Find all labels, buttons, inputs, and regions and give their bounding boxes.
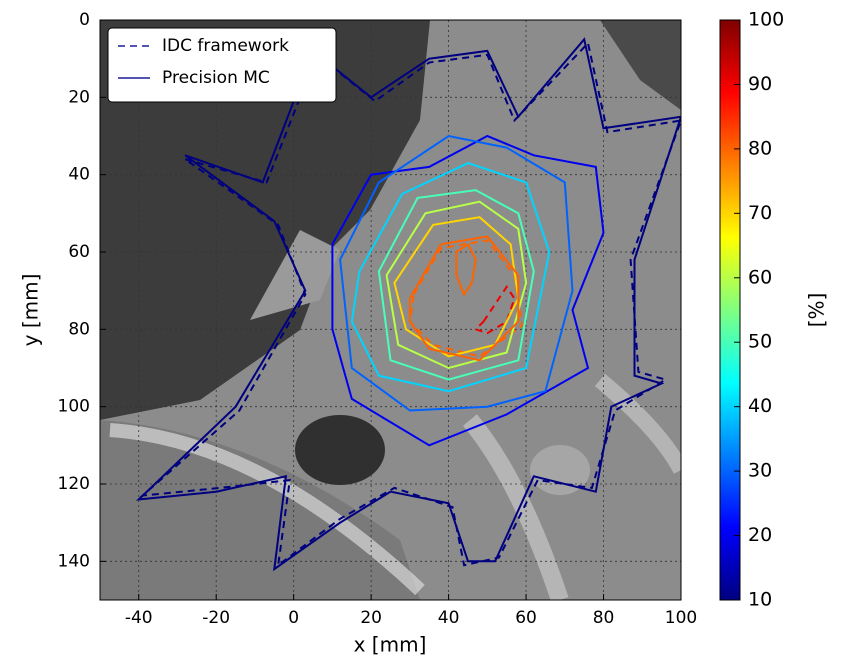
y-tick-label: 20 [68,87,90,107]
x-tick-label: 100 [665,608,697,628]
y-tick-label: 100 [58,397,90,417]
y-axis-label: y [mm] [19,274,43,347]
legend-label: Precision MC [162,68,270,88]
colorbar-tick-label: 70 [748,202,772,224]
colorbar-tick-label: 100 [748,9,784,31]
y-tick-label: 60 [68,242,90,262]
colorbar-tick-label: 60 [748,266,772,288]
colorbar-tick-label: 80 [748,137,772,159]
y-tick-label: 80 [68,319,90,339]
x-axis-label: x [mm] [354,633,427,657]
y-tick-label: 0 [79,10,90,30]
x-tick-label: 40 [438,608,460,628]
colorbar-tick-label: 50 [748,331,772,353]
colorbar-tick-label: 20 [748,524,772,546]
legend: IDC framework Precision MC [108,28,336,102]
colorbar-label: [%] [805,293,829,328]
colorbar-tick-label: 90 [748,73,772,95]
legend-label: IDC framework [162,36,289,56]
x-tick-label: 80 [593,608,615,628]
chart: IDC frameworkPrecision MC x [mm] y [mm] … [0,0,842,661]
x-tick-label: -20 [202,608,230,628]
y-tick-label: 140 [58,551,90,571]
colorbar [720,20,740,600]
y-tick-label: 120 [58,474,90,494]
ct-image [100,20,681,600]
y-tick-label: 40 [68,165,90,185]
x-tick-label: 0 [288,608,299,628]
colorbar-tick-label: 10 [748,589,772,611]
x-tick-label: 60 [515,608,537,628]
x-tick-label: 20 [360,608,382,628]
colorbar-tick-label: 40 [748,395,772,417]
colorbar-tick-label: 30 [748,460,772,482]
x-tick-label: -40 [125,608,153,628]
